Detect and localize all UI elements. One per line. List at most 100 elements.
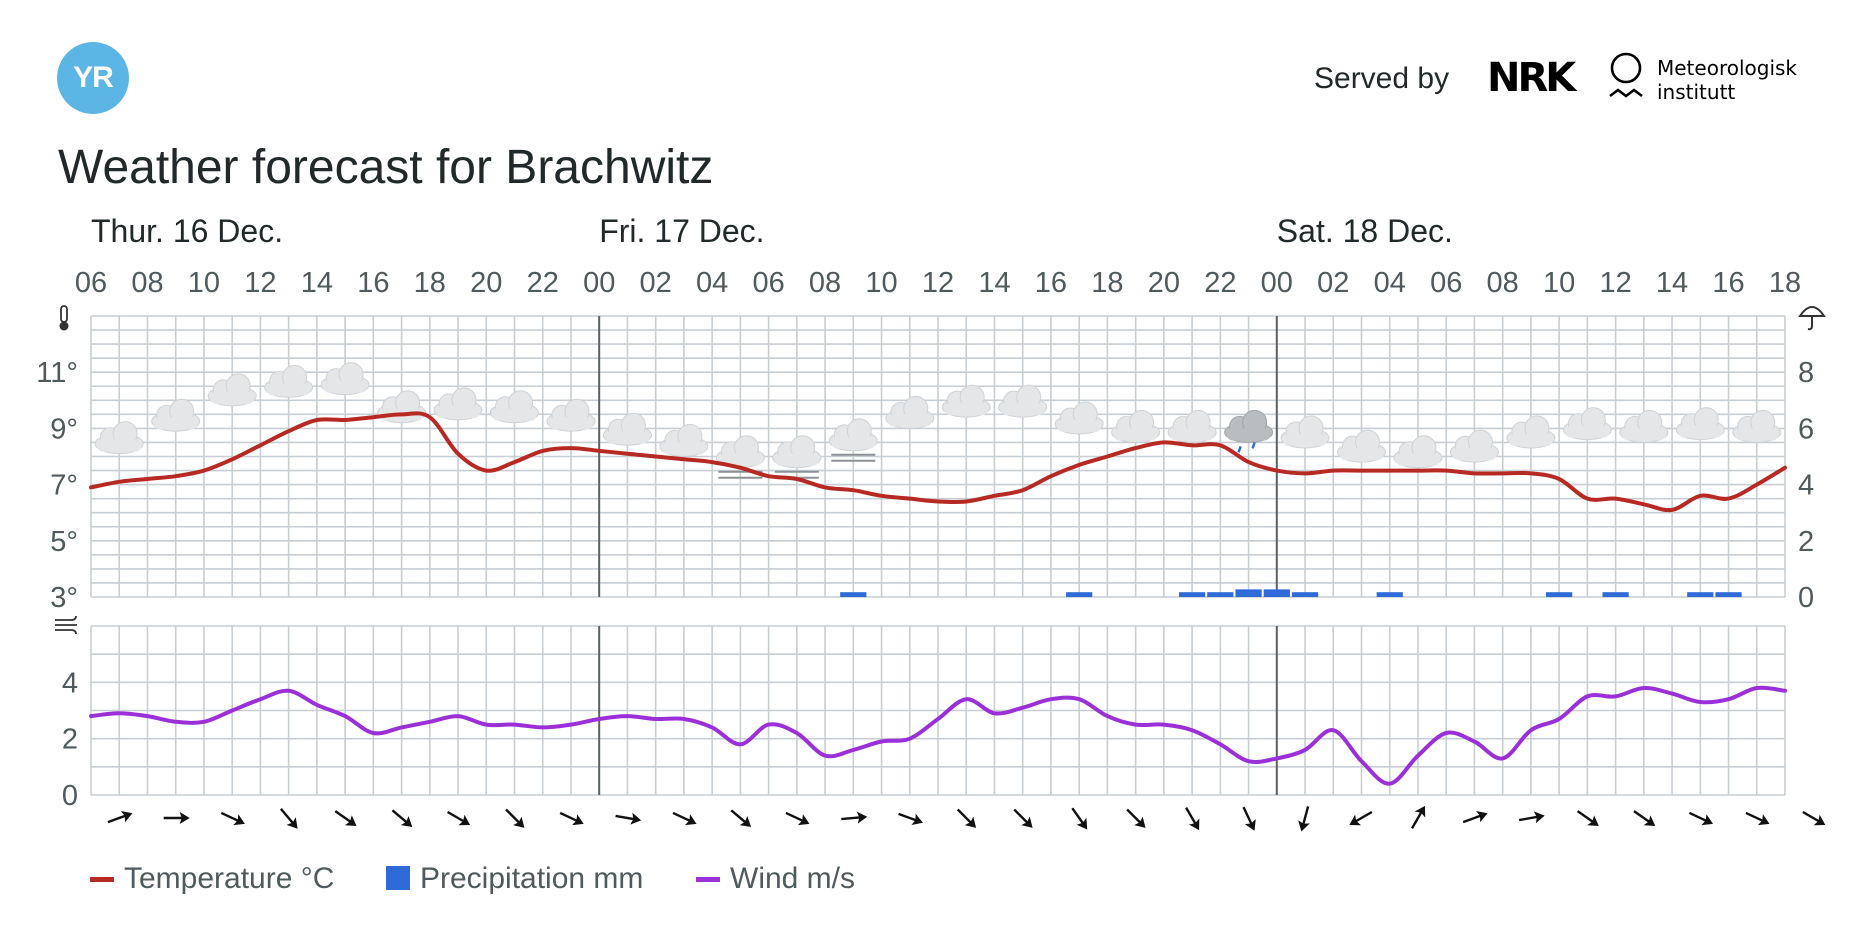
wind-icon — [55, 615, 77, 635]
met-institute-logo-text: Meteorologisk institutt — [1657, 56, 1837, 104]
precipitation-bar — [1207, 592, 1234, 597]
cloud-part — [492, 408, 537, 421]
wind-direction-arrow — [1071, 807, 1088, 830]
hour-tick-label: 10 — [865, 267, 897, 299]
rain-drop — [1251, 442, 1256, 449]
cloud-icon — [1732, 409, 1782, 443]
arrow-head — [1349, 814, 1362, 826]
precipitation-bar — [840, 592, 867, 597]
wind-direction-arrow — [107, 810, 133, 824]
temperature-tick-label: 3° — [50, 582, 78, 614]
arrow-head — [684, 814, 697, 826]
wind-direction-arrow — [1242, 806, 1256, 831]
temperature-line — [89, 411, 1787, 513]
hour-tick-label: 08 — [131, 267, 163, 299]
hour-tick-label: 10 — [188, 267, 220, 299]
temperature-tick-label: 5° — [50, 526, 78, 558]
forecast-chart: Thur. 16 Dec. Fri. 17 Dec. Sat. 18 Dec. 06… — [36, 213, 1826, 832]
cloud-part — [323, 380, 368, 393]
arrow-shaft — [1126, 808, 1143, 826]
cloud-part — [1170, 428, 1215, 441]
hour-tick-label: 14 — [301, 267, 333, 299]
hour-tick-label: 10 — [1543, 267, 1575, 299]
wind-icon-line — [55, 615, 77, 621]
cloud-icon — [1280, 415, 1330, 449]
arrow-head — [572, 814, 584, 826]
wind-direction-arrow — [730, 809, 752, 827]
weather-symbols — [94, 362, 1782, 479]
arrow-shaft — [220, 811, 241, 823]
cloud-part — [1000, 403, 1045, 416]
arrow-head — [1701, 814, 1713, 826]
cloud-part — [1621, 428, 1666, 441]
arrow-shaft — [1185, 807, 1198, 827]
wind-direction-arrow — [672, 811, 697, 826]
temperature-tick-label: 11° — [36, 357, 78, 389]
arrow-head — [344, 815, 357, 827]
cloud-icon — [377, 390, 427, 424]
hour-tick-label: 08 — [809, 267, 841, 299]
arrow-shaft — [615, 814, 637, 821]
cloud-part — [605, 431, 650, 444]
hour-tick-label: 04 — [1374, 267, 1406, 299]
cloud-icon — [264, 364, 314, 398]
day-label: Thur. 16 Dec. — [91, 213, 283, 249]
wind-direction-arrow — [898, 812, 923, 826]
arrow-shaft — [279, 808, 296, 826]
met-institute-icon[interactable] — [1606, 50, 1646, 110]
arrow-shaft — [1242, 806, 1254, 827]
hour-tick-label: 14 — [1656, 267, 1688, 299]
wind-direction-arrow — [1126, 808, 1146, 828]
arrow-shaft — [447, 810, 467, 824]
wind-direction-arrow — [1185, 807, 1200, 831]
precipitation-bar — [1235, 589, 1262, 597]
axis-icons — [55, 305, 1826, 635]
hour-tick-label: 18 — [414, 267, 446, 299]
wind-direction-arrow — [956, 808, 977, 828]
arrow-head — [797, 814, 810, 826]
wind-direction-arrow — [447, 810, 471, 826]
cloud-part — [153, 417, 198, 430]
arrow-head — [1813, 814, 1826, 826]
wind-direction-arrow — [1349, 810, 1373, 826]
precipitation-tick-label: 0 — [1798, 582, 1814, 614]
cloud-icon — [320, 362, 370, 396]
hour-tick-label: 02 — [1317, 267, 1349, 299]
arrow-head — [1757, 814, 1770, 826]
cloud-part — [436, 405, 480, 418]
wind-direction-arrow — [1576, 810, 1599, 827]
arrow-shaft — [956, 808, 974, 826]
wind-direction-arrow — [505, 808, 525, 828]
cloud-icon — [151, 398, 201, 432]
wind-direction-arrow — [163, 812, 190, 824]
wind-direction-arrow — [1410, 805, 1426, 829]
cloud-icon — [94, 421, 144, 455]
wind-direction-arrows — [107, 805, 1826, 832]
cloud-icon — [941, 384, 991, 418]
precipitation-bar — [1291, 592, 1319, 597]
header: YR Served by NRK Meteorologisk institutt — [0, 0, 1858, 140]
nrk-logo[interactable]: NRK — [1487, 55, 1576, 101]
arrow-head — [1587, 815, 1599, 827]
arrow-shaft — [1301, 806, 1310, 828]
hour-tick-label: 18 — [1091, 267, 1123, 299]
hour-tick-label: 12 — [244, 267, 276, 299]
hour-tick-label: 16 — [1712, 267, 1744, 299]
cloud-icon — [1111, 409, 1161, 443]
arrow-head — [1244, 819, 1256, 831]
arrow-head — [911, 813, 923, 826]
arrow-head — [1134, 816, 1146, 828]
cloud-part — [97, 439, 142, 452]
rain-drop — [1237, 446, 1242, 453]
arrow-shaft — [1462, 813, 1484, 824]
arrow-head — [856, 811, 868, 824]
hour-tick-label: 00 — [583, 267, 615, 299]
yr-logo[interactable]: YR — [57, 42, 129, 114]
arrow-shaft — [1353, 810, 1373, 824]
wind-direction-arrow — [391, 809, 413, 827]
hour-tick-label: 06 — [1430, 267, 1462, 299]
precipitation-bar — [1066, 592, 1093, 597]
hour-tick-label: 22 — [1204, 267, 1236, 299]
arrow-shaft — [1410, 809, 1424, 829]
hour-tick-label: 14 — [978, 267, 1010, 299]
